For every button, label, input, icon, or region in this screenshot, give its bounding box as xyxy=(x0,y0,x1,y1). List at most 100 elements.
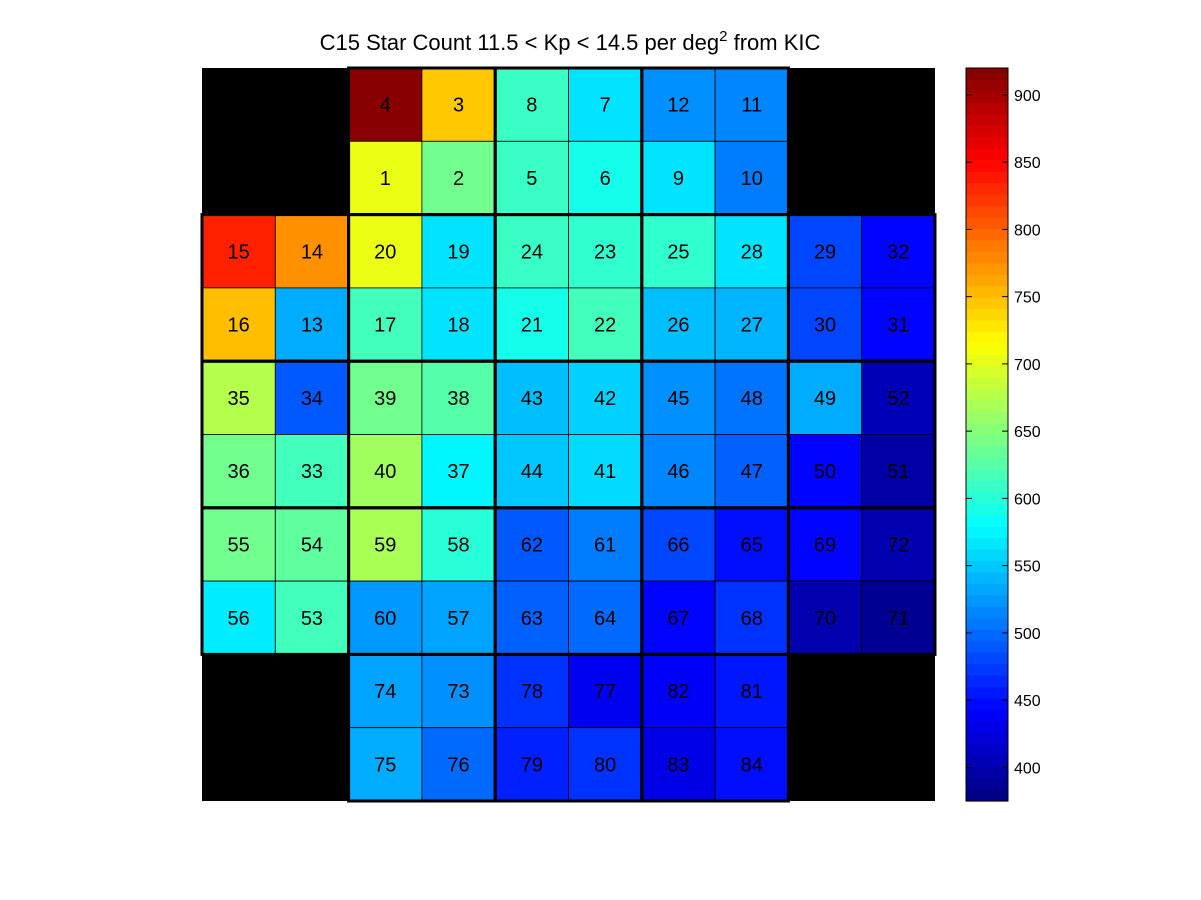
cell-label: 71 xyxy=(887,608,909,630)
heatmap-cell-5 xyxy=(494,140,569,216)
cell-label: 67 xyxy=(667,608,689,630)
cell-label: 73 xyxy=(447,681,469,703)
cell-label: 22 xyxy=(594,315,616,337)
cell-label: 34 xyxy=(301,388,323,410)
cell-label: 36 xyxy=(228,461,250,483)
cell-label: 75 xyxy=(374,754,396,776)
heatmap-cell-65 xyxy=(714,507,789,582)
colorbar-tick-label: 850 xyxy=(1014,155,1041,172)
cell-label: 54 xyxy=(301,534,323,556)
colorbar-segment xyxy=(966,159,1008,172)
cell-label: 60 xyxy=(374,608,396,630)
colorbar-segment xyxy=(966,216,1008,229)
module-borders xyxy=(200,66,937,803)
colorbar-segment xyxy=(966,594,1008,607)
heatmap-cell-56 xyxy=(201,580,276,655)
colorbar-segment xyxy=(966,652,1008,665)
colorbar-segment xyxy=(966,136,1008,149)
heatmap-cell-57 xyxy=(421,580,496,655)
cell-label: 23 xyxy=(594,241,616,263)
colorbar-segment xyxy=(966,182,1008,195)
heatmap-cell-64 xyxy=(568,580,643,655)
colorbar-segment xyxy=(966,354,1008,367)
cell-label: 2 xyxy=(453,168,464,190)
colorbar-segment xyxy=(966,434,1008,447)
colorbar-segment xyxy=(966,251,1008,264)
colorbar-segment xyxy=(966,342,1008,355)
cell-label: 16 xyxy=(228,315,250,337)
cell-label: 76 xyxy=(447,754,469,776)
colorbar-segment xyxy=(966,228,1008,241)
heatmap-cell-45 xyxy=(641,360,716,435)
cell-label: 10 xyxy=(741,168,763,190)
chart-title: C15 Star Count 11.5 < Kp < 14.5 per deg2… xyxy=(320,28,821,55)
cell-label: 59 xyxy=(374,534,396,556)
cell-label: 63 xyxy=(521,608,543,630)
cell-label: 57 xyxy=(447,608,469,630)
cell-label: 7 xyxy=(600,95,611,117)
cell-label: 66 xyxy=(667,534,689,556)
colorbar-segment xyxy=(966,560,1008,573)
cell-label: 1 xyxy=(380,168,391,190)
cell-label: 3 xyxy=(453,95,464,117)
cell-label: 44 xyxy=(521,461,543,483)
heatmap-cell-55 xyxy=(201,507,276,582)
module-border xyxy=(786,506,937,656)
heatmap-cell-32 xyxy=(861,214,936,289)
heatmap-cell-39 xyxy=(348,360,423,435)
colorbar-segment xyxy=(966,377,1008,390)
colorbar-segment xyxy=(966,686,1008,699)
cell-label: 69 xyxy=(814,534,836,556)
cell-label: 81 xyxy=(741,681,763,703)
cell-label: 43 xyxy=(521,388,543,410)
heatmap-cell-80 xyxy=(568,727,643,802)
heatmap-cell-31 xyxy=(861,287,936,362)
colorbar-segment xyxy=(966,755,1008,768)
cell-label: 49 xyxy=(814,388,836,410)
colorbar-segment xyxy=(966,640,1008,653)
colorbar-segment xyxy=(966,617,1008,630)
colorbar-segment xyxy=(966,445,1008,459)
colorbar-tick-label: 650 xyxy=(1014,424,1041,441)
cell-label: 14 xyxy=(301,241,323,263)
colorbar-segment xyxy=(966,262,1008,275)
heatmap-cell-24 xyxy=(494,214,569,289)
colorbar-segment xyxy=(966,365,1008,378)
colorbar-segment xyxy=(966,766,1008,779)
heatmap-cell-70 xyxy=(788,580,863,655)
cell-label: 26 xyxy=(667,315,689,337)
cell-label: 17 xyxy=(374,315,396,337)
cell-label: 70 xyxy=(814,608,836,630)
colorbar-segment xyxy=(966,171,1008,184)
heatmap-cell-51 xyxy=(861,434,936,509)
heatmap-cell-36 xyxy=(201,434,276,509)
cell-label: 82 xyxy=(667,681,689,703)
heatmap-cell-77 xyxy=(568,654,643,729)
cell-label: 79 xyxy=(521,754,543,776)
colorbar-segment xyxy=(966,549,1008,562)
heatmap-cell-19 xyxy=(421,214,496,289)
heatmap-cell-15 xyxy=(201,214,276,289)
colorbar-segment xyxy=(966,526,1008,539)
cell-label: 38 xyxy=(447,388,469,410)
colorbar-segment xyxy=(966,514,1008,527)
colorbar-segment xyxy=(966,319,1008,333)
colorbar-segment xyxy=(966,102,1008,115)
heatmap-cell-16 xyxy=(201,287,276,362)
cell-label: 65 xyxy=(741,534,763,556)
cell-label: 64 xyxy=(594,608,616,630)
colorbar-tick-label: 750 xyxy=(1014,290,1041,307)
module-border xyxy=(640,652,790,803)
heatmap-cell-6 xyxy=(568,140,643,216)
heatmap-cell-23 xyxy=(568,214,643,289)
cell-label: 27 xyxy=(741,315,763,337)
heatmap-cell-83 xyxy=(641,727,716,802)
colorbar-segment xyxy=(966,193,1008,207)
colorbar-segment xyxy=(966,400,1008,413)
colorbar-tick-label: 600 xyxy=(1014,491,1041,508)
heatmap-cell-21 xyxy=(494,287,569,362)
heatmap-cell-40 xyxy=(348,434,423,509)
cell-label: 48 xyxy=(741,388,763,410)
chart-title-suffix: from KIC xyxy=(727,30,820,55)
colorbar-segment xyxy=(966,113,1008,126)
